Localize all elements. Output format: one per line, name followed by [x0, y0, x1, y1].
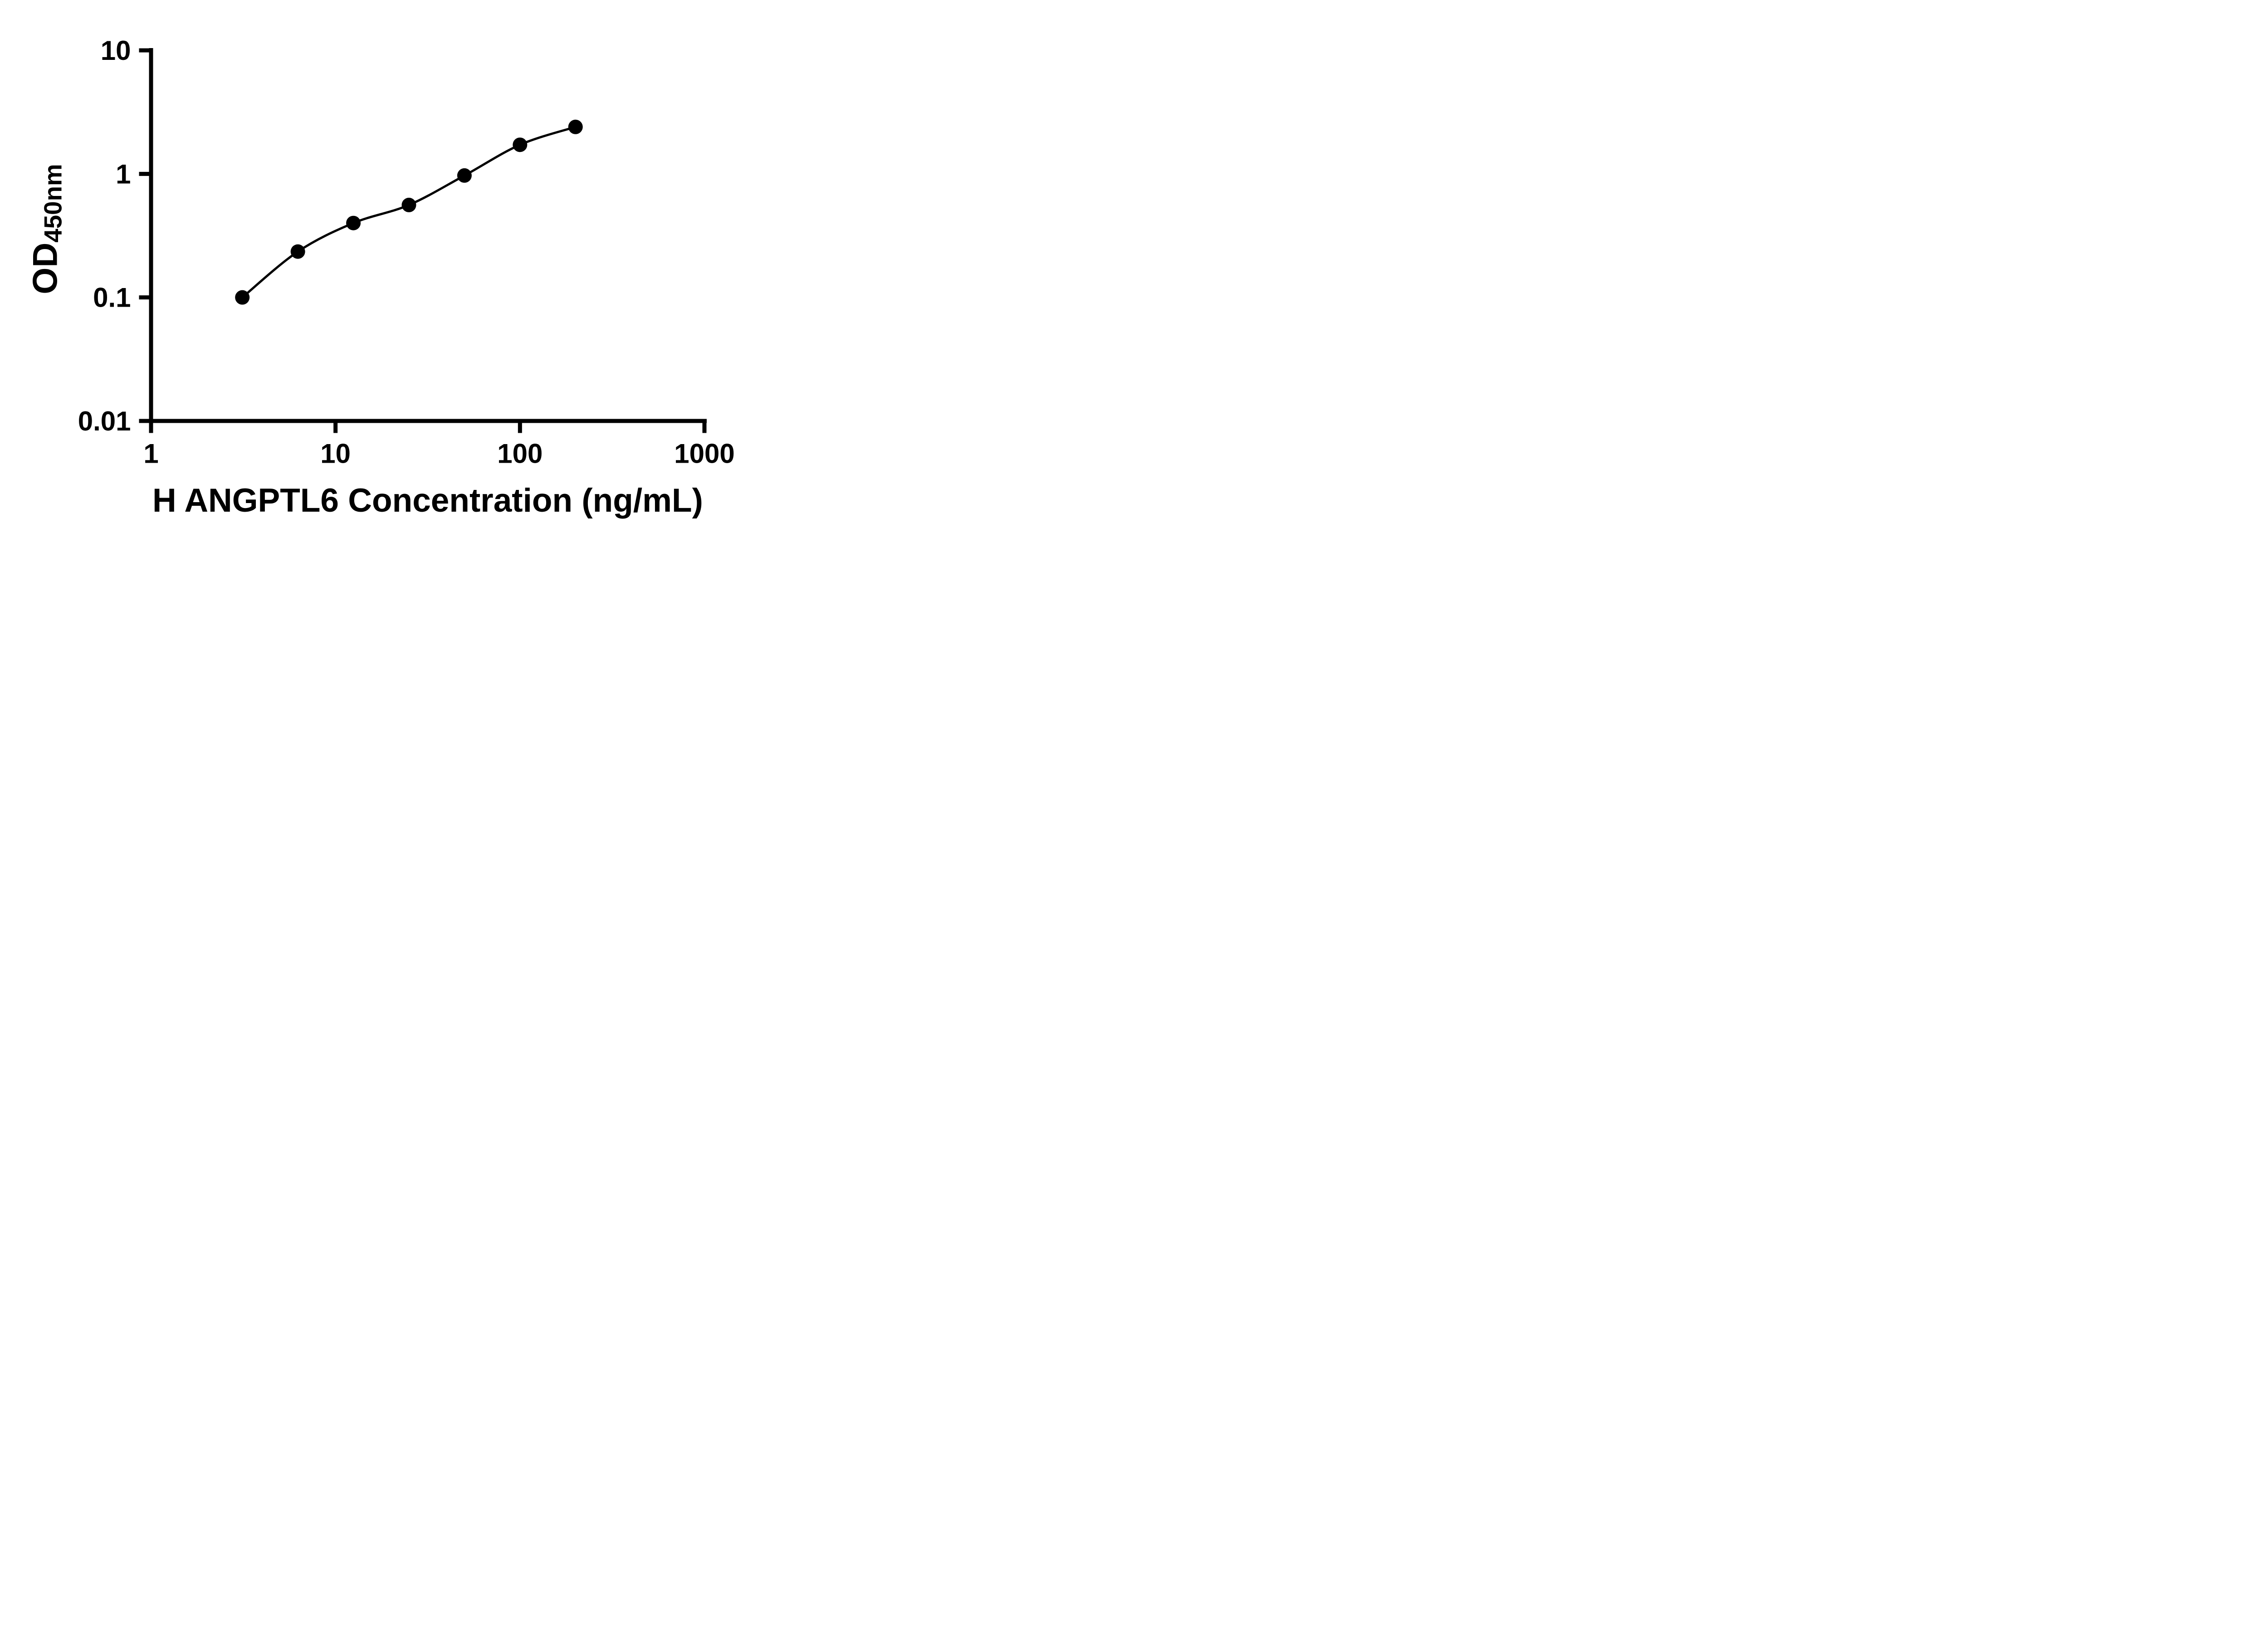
axes [149, 48, 707, 423]
chart-plot-area: 1 10 100 1000 10 1 0.1 0.01 [78, 35, 735, 469]
data-point [568, 119, 583, 134]
y-tick-label: 10 [101, 35, 131, 66]
x-axis-title: H ANGPTL6 Concentration (ng/mL) [152, 482, 703, 519]
data-point [513, 137, 528, 152]
x-tick-label: 1 [143, 439, 158, 469]
x-tick-label: 10 [320, 439, 351, 469]
data-point [235, 290, 250, 305]
y-tick-label: 1 [116, 159, 131, 189]
y-axis-title-main: OD [26, 242, 65, 294]
x-tick-label: 1000 [674, 439, 734, 469]
y-tick-label: 0.01 [78, 406, 131, 436]
data-point [346, 215, 361, 230]
data-point [457, 168, 472, 183]
data-point [290, 244, 305, 259]
y-axis-title-subscript: 450nm [39, 164, 67, 243]
elisa-standard-curve-figure: 1 10 100 1000 10 1 0.1 0.01 H ANGPTL6 Concentra… [0, 0, 777, 544]
y-axis-title: OD450nm [26, 164, 67, 294]
data-point [401, 197, 416, 212]
x-tick-label: 100 [497, 439, 543, 469]
y-tick-label: 0.1 [93, 283, 131, 313]
